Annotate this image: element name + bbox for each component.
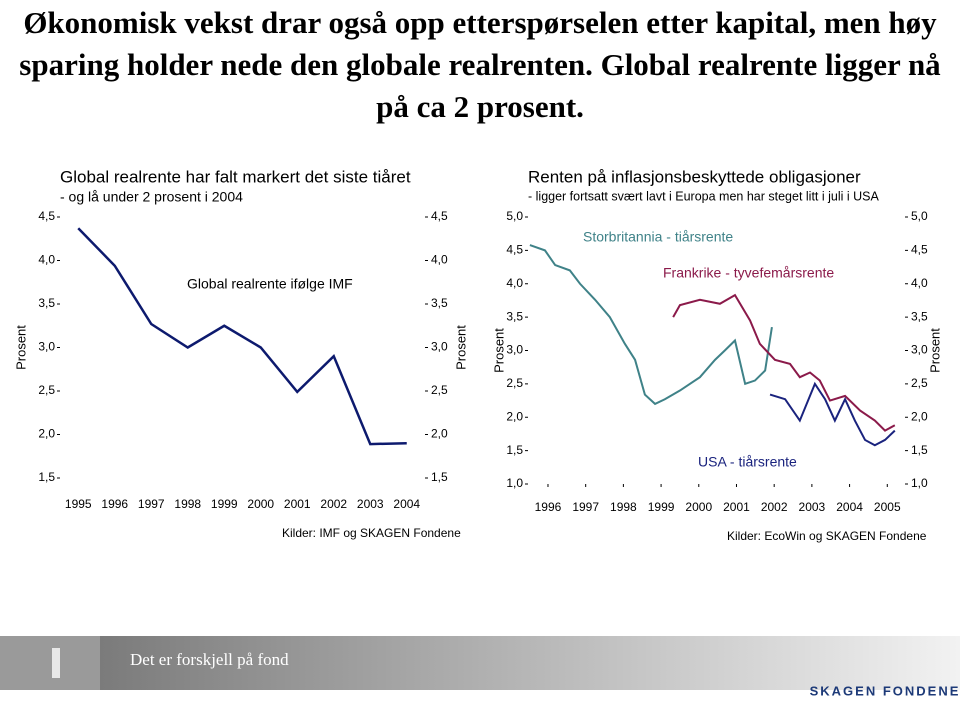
data-line — [672, 293, 896, 432]
y2-tick-label: 2,5 — [431, 383, 448, 397]
y-tick-label: 2,0 — [506, 409, 523, 423]
y-tick-label: 2,0 — [38, 427, 55, 441]
y2-tick-label: 1,0 — [911, 476, 928, 490]
lighthouse-icon — [52, 648, 60, 678]
annotation: Global realrente ifølge IMF — [187, 276, 353, 292]
x-tick-label: 2000 — [247, 497, 274, 511]
x-tick-label: 1999 — [211, 497, 238, 511]
footer-photo — [0, 636, 100, 690]
y-tick-label: 2,5 — [38, 383, 55, 397]
y-tick-label: 1,0 — [506, 476, 523, 490]
chart-title: Renten på inflasjonsbeskyttede obligasjo… — [528, 167, 861, 186]
y2-tick-label: 2,0 — [431, 427, 448, 441]
y2-tick-label: 2,5 — [911, 376, 928, 390]
y2-tick-label: 4,5 — [431, 209, 448, 223]
slide-title: Økonomisk vekst drar også opp etterspørs… — [19, 5, 941, 124]
x-tick-label: 2002 — [320, 497, 347, 511]
y2-tick-label: 1,5 — [431, 470, 448, 484]
y2-axis-label: Prosent — [927, 328, 942, 373]
y2-tick-label: 3,0 — [431, 340, 448, 354]
chart-subtitle: - ligger fortsatt svært lavt i Europa me… — [528, 189, 879, 203]
y-tick-label: 3,0 — [38, 340, 55, 354]
x-tick-label: 2001 — [723, 500, 750, 514]
data-line — [769, 381, 896, 447]
data-line — [77, 227, 407, 446]
x-tick-label: 1998 — [174, 497, 201, 511]
x-tick-label: 2004 — [393, 497, 420, 511]
chart-title: Global realrente har falt markert det si… — [60, 167, 411, 186]
x-tick-label: 1997 — [138, 497, 165, 511]
y-tick-label: 3,5 — [38, 296, 55, 310]
y2-tick-label: 4,0 — [431, 253, 448, 267]
footer-text: Det er forskjell på fond — [130, 650, 289, 669]
x-tick-label: 2002 — [761, 500, 788, 514]
chart-subtitle: - og lå under 2 prosent i 2004 — [60, 189, 243, 205]
y-tick-label: 4,0 — [38, 253, 55, 267]
x-tick-label: 2003 — [357, 497, 384, 511]
y2-tick-label: 4,5 — [911, 243, 928, 257]
y-tick-label: 5,0 — [506, 209, 523, 223]
x-tick-label: 2005 — [874, 500, 901, 514]
y-tick-label: 1,5 — [506, 443, 523, 457]
y2-tick-label: 3,5 — [431, 296, 448, 310]
chart-source: Kilder: EcoWin og SKAGEN Fondene — [727, 529, 927, 543]
y2-axis-label: Prosent — [453, 325, 468, 370]
y-axis-label: Prosent — [13, 325, 28, 370]
series-label: Storbritannia - tiårsrente — [583, 229, 733, 245]
y-tick-label: 4,5 — [38, 209, 55, 223]
x-tick-label: 2001 — [284, 497, 311, 511]
y-tick-label: 4,5 — [506, 243, 523, 257]
x-tick-label: 1997 — [572, 500, 599, 514]
footer-logo: SKAGEN FONDENE — [810, 683, 960, 698]
y2-tick-label: 2,0 — [911, 409, 928, 423]
x-tick-label: 2004 — [836, 500, 863, 514]
y2-tick-label: 3,5 — [911, 309, 928, 323]
x-tick-label: 2003 — [799, 500, 826, 514]
y-tick-label: 4,0 — [506, 276, 523, 290]
x-tick-label: 1996 — [535, 500, 562, 514]
series-label: Frankrike - tyvefemårsrente — [663, 265, 834, 281]
y2-tick-label: 3,0 — [911, 343, 928, 357]
y2-tick-label: 1,5 — [911, 443, 928, 457]
y-tick-label: 3,5 — [506, 309, 523, 323]
x-tick-label: 2000 — [685, 500, 712, 514]
y-tick-label: 2,5 — [506, 376, 523, 390]
y2-tick-label: 5,0 — [911, 209, 928, 223]
x-tick-label: 1998 — [610, 500, 637, 514]
footer-bar — [0, 636, 960, 690]
x-tick-label: 1995 — [65, 497, 92, 511]
x-tick-label: 1999 — [648, 500, 675, 514]
chart-source: Kilder: IMF og SKAGEN Fondene — [282, 526, 461, 540]
data-line — [529, 244, 773, 406]
y2-tick-label: 4,0 — [911, 276, 928, 290]
y-tick-label: 3,0 — [506, 343, 523, 357]
series-label: USA - tiårsrente — [698, 454, 797, 470]
y-axis-label: Prosent — [491, 328, 506, 373]
y-tick-label: 1,5 — [38, 470, 55, 484]
x-tick-label: 1996 — [101, 497, 128, 511]
